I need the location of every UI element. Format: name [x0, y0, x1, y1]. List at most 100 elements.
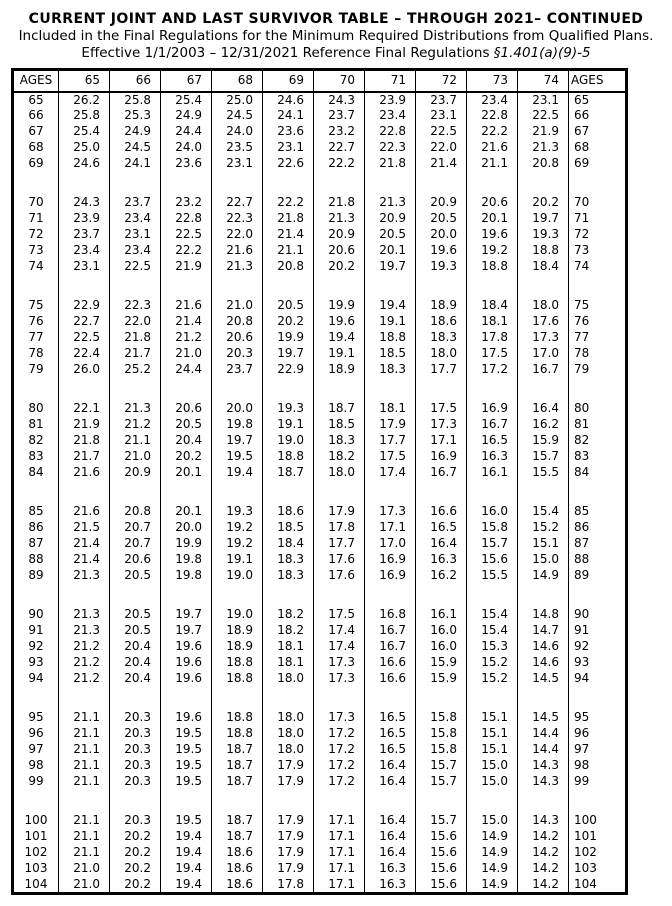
age-cell-left: 92 [28, 639, 44, 653]
age-cell-right: 98 [568, 757, 627, 774]
factor-cell: 21.8 [58, 432, 110, 449]
factor-cell: 16.6 [364, 654, 416, 671]
age-cell-right: 82 [568, 432, 627, 449]
factor-cell: 15.8 [466, 519, 518, 536]
factor-cell: 22.5 [160, 226, 212, 243]
spacer-cell [415, 171, 467, 195]
table-row-age-97: 97 21.1 20.3 19.5 18.7 18.0 17.2 16.5 15.8 15.1 14… [13, 741, 627, 758]
factor-cell: 23.2 [313, 123, 365, 140]
factor-cell: 16.4 [364, 757, 416, 774]
factor-cell: 16.9 [415, 448, 467, 465]
factor-cell: 22.2 [160, 242, 212, 259]
factor-cell: 19.1 [262, 416, 314, 433]
factor-cell: 21.7 [58, 448, 110, 465]
factor-cell: 20.3 [211, 345, 263, 362]
spacer-cell [13, 687, 59, 710]
group-spacer-row [13, 274, 627, 298]
factor-cell: 20.1 [160, 503, 212, 520]
table-row-age-93: 93 21.2 20.4 19.6 18.8 18.1 17.3 16.6 15.9 15.2 14… [13, 654, 627, 671]
factor-cell: 20.5 [109, 567, 161, 584]
factor-cell: 17.1 [364, 519, 416, 536]
age-cell-left: 67 [28, 124, 44, 138]
spacer-cell [160, 274, 212, 298]
factor-cell: 19.6 [415, 242, 467, 259]
factor-cell: 22.0 [415, 139, 467, 156]
factor-cell: 20.5 [262, 297, 314, 314]
spacer-cell [517, 789, 569, 813]
age-cell-right: 67 [568, 123, 627, 140]
factor-cell: 21.2 [58, 638, 110, 655]
age-cell-right: 93 [568, 654, 627, 671]
factor-cell: 20.5 [109, 622, 161, 639]
age-cell-left: 75 [28, 298, 44, 312]
factor-cell: 14.8 [517, 606, 569, 623]
age-cell-left: 102 [24, 845, 48, 859]
factor-cell: 18.7 [211, 828, 263, 845]
factor-cell: 26.2 [58, 91, 110, 108]
factor-cell: 19.3 [262, 400, 314, 417]
factor-cell: 18.8 [211, 654, 263, 671]
spacer-cell [313, 583, 365, 607]
factor-cell: 14.9 [466, 876, 518, 893]
factor-cell: 22.9 [262, 361, 314, 378]
factor-cell: 21.3 [109, 400, 161, 417]
age-cell-left: 68 [28, 140, 44, 154]
factor-cell: 25.4 [160, 91, 212, 108]
factor-cell: 20.6 [466, 194, 518, 211]
factor-cell: 23.7 [58, 226, 110, 243]
spacer-cell [58, 171, 110, 195]
spacer-cell [364, 480, 416, 504]
factor-cell: 18.1 [262, 638, 314, 655]
factor-cell: 20.4 [160, 432, 212, 449]
factor-cell: 15.7 [415, 773, 467, 790]
factor-cell: 18.6 [415, 313, 467, 330]
factor-cell: 17.2 [313, 757, 365, 774]
factor-cell: 19.5 [160, 812, 212, 829]
factor-cell: 23.4 [466, 91, 518, 108]
col-header-age-65: 65 [58, 69, 110, 93]
age-cell-left: 98 [28, 758, 44, 772]
factor-cell: 22.7 [313, 139, 365, 156]
factor-cell: 21.3 [517, 139, 569, 156]
factor-cell: 22.2 [313, 155, 365, 172]
spacer-cell [517, 171, 569, 195]
factor-cell: 21.1 [466, 155, 518, 172]
factor-cell: 17.8 [466, 329, 518, 346]
factor-cell: 14.2 [517, 844, 569, 861]
factor-cell: 20.8 [211, 313, 263, 330]
table-row-age-96: 96 21.1 20.3 19.5 18.8 18.0 17.2 16.5 15.8 15.1 14… [13, 725, 627, 742]
factor-cell: 16.6 [364, 670, 416, 687]
age-cell-left: 94 [28, 671, 44, 685]
factor-cell: 19.5 [160, 725, 212, 742]
age-cell-left: 86 [28, 520, 44, 534]
spacer-cell [109, 686, 161, 710]
spacer-cell [364, 171, 416, 195]
factor-cell: 19.7 [364, 258, 416, 275]
factor-cell: 24.0 [211, 123, 263, 140]
factor-cell: 16.8 [364, 606, 416, 623]
age-cell-right: 68 [568, 139, 627, 156]
table-row-age-67: 67 25.4 24.9 24.4 24.0 23.6 23.2 22.8 22.5 22.2 21… [13, 123, 627, 140]
factor-cell: 15.6 [415, 828, 467, 845]
factor-cell: 21.9 [58, 416, 110, 433]
factor-cell: 14.9 [466, 860, 518, 877]
factor-cell: 18.4 [517, 258, 569, 275]
factor-cell: 17.0 [517, 345, 569, 362]
factor-cell: 20.0 [415, 226, 467, 243]
spacer-cell [58, 686, 110, 710]
spacer-cell [517, 583, 569, 607]
age-cell-right: 101 [568, 828, 627, 845]
page-subtitle: Included in the Final Regulations for th… [18, 28, 654, 44]
factor-cell: 23.4 [364, 107, 416, 124]
factor-cell: 15.1 [466, 725, 518, 742]
table-row-age-90: 90 21.3 20.5 19.7 19.0 18.2 17.5 16.8 16.1 15.4 14… [13, 606, 627, 623]
factor-cell: 18.0 [517, 297, 569, 314]
table-row-age-80: 80 22.1 21.3 20.6 20.0 19.3 18.7 18.1 17.5 16.9 16… [13, 400, 627, 417]
age-cell-right: 81 [568, 416, 627, 433]
col-header-age-71: 71 [364, 69, 416, 93]
factor-cell: 18.4 [262, 535, 314, 552]
factor-cell: 16.5 [415, 519, 467, 536]
spacer-cell [13, 172, 59, 195]
factor-cell: 22.4 [58, 345, 110, 362]
table-header-row: AGES 65 66 67 68 69 70 71 72 73 74 AGES [12, 69, 627, 93]
